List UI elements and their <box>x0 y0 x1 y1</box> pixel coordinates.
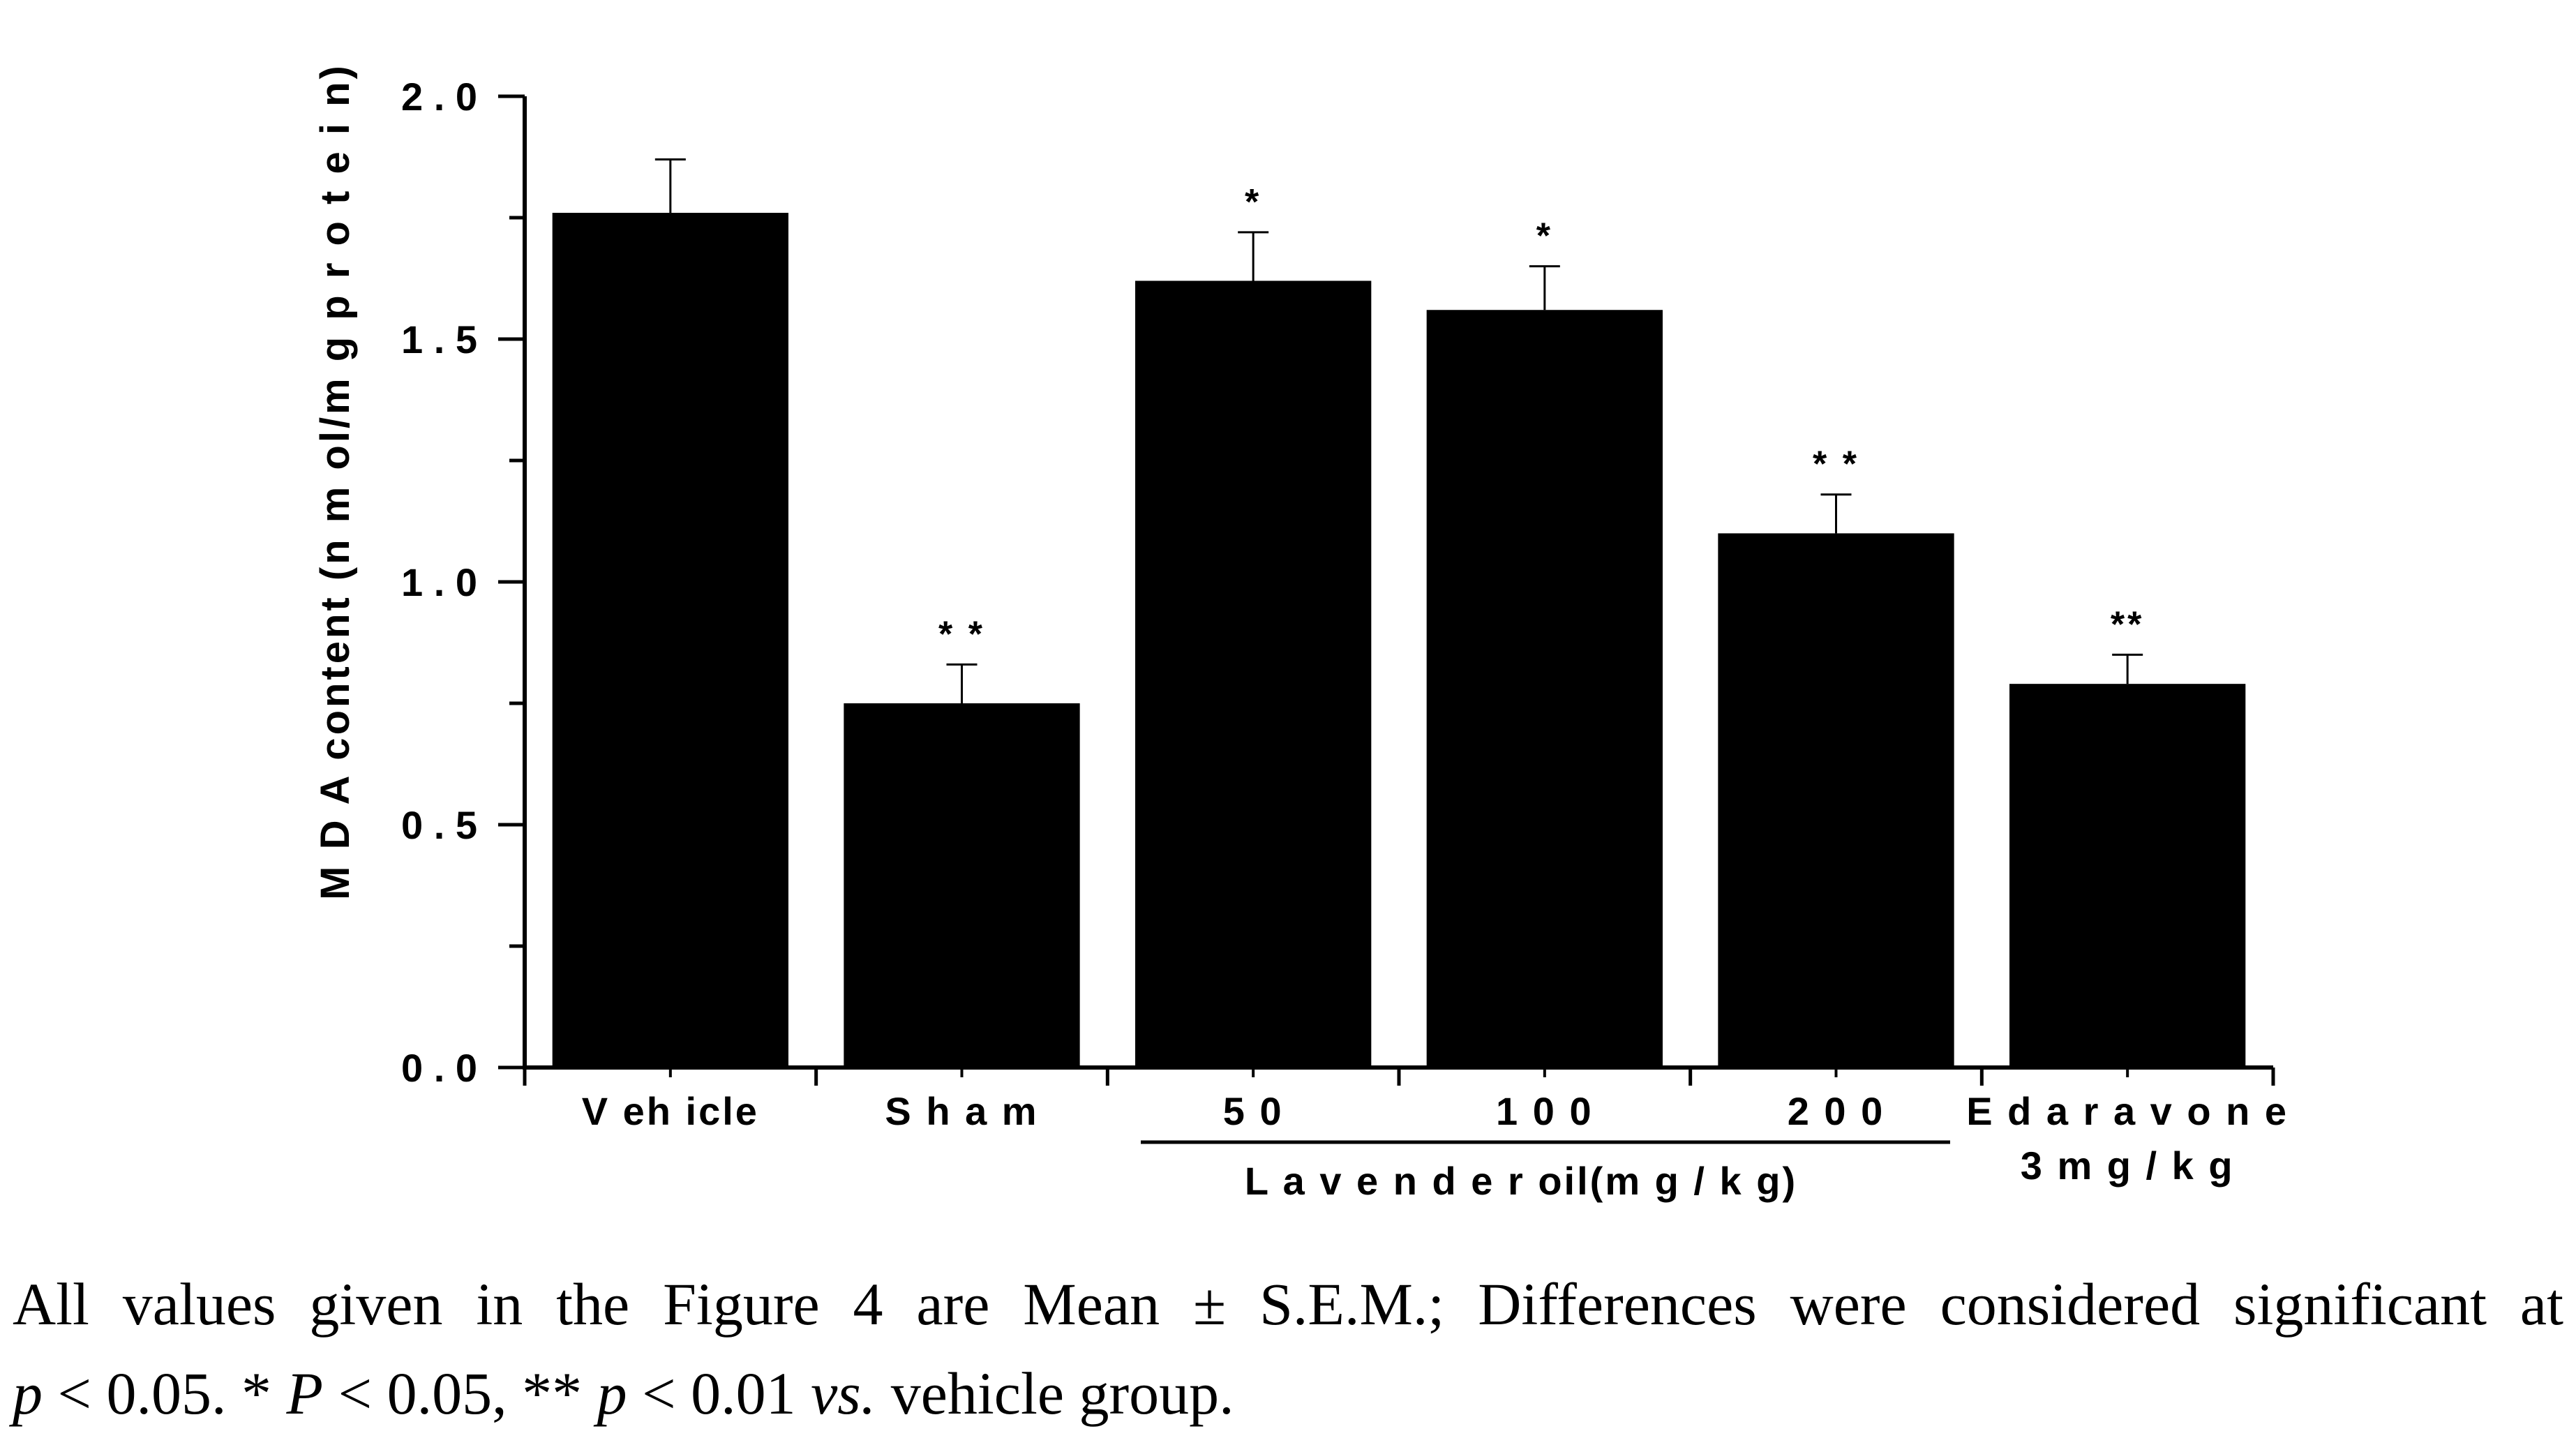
bar <box>844 703 1080 1068</box>
caption-P-italic: P <box>286 1360 324 1427</box>
category-label: V eh icle <box>582 1089 759 1133</box>
caption-text: vehicle group. <box>876 1360 1234 1427</box>
category-label: 1 0 0 <box>1496 1089 1594 1133</box>
bar <box>1718 533 1954 1068</box>
caption-line-2: p < 0.05. * P < 0.05, ** p < 0.01 vs. ve… <box>13 1349 2563 1438</box>
category-label: 2 0 0 <box>1788 1089 1885 1133</box>
category-sublabel: 3 m g / k g <box>2021 1144 2235 1188</box>
significance-marks: * **** *** <box>938 182 2144 654</box>
bar <box>2009 684 2246 1068</box>
y-tick-label: 0 . 5 <box>401 803 477 847</box>
y-tick-label: 1 . 0 <box>401 560 477 604</box>
significance-mark: * <box>1536 216 1553 257</box>
bar <box>1426 310 1663 1068</box>
category-label: S h a m <box>885 1089 1038 1133</box>
y-tick-label: 0 . 0 <box>401 1046 477 1090</box>
caption-text: < 0.05. * <box>43 1360 287 1427</box>
bar-chart: M D A content (n m ol/m g p r o t e i n)… <box>313 63 2289 1203</box>
caption-p-italic: p <box>597 1360 627 1427</box>
category-label: E d a r a v o n e <box>1966 1089 2289 1133</box>
caption-text: < 0.01 <box>627 1360 811 1427</box>
category-labels: V eh icle S h a m 5 0 1 0 0 2 0 0 E d a r a v… <box>582 1089 2289 1188</box>
y-axis-label: M D A content (n m ol/m g p r o t e i n) <box>313 63 358 900</box>
significance-mark: * <box>1245 182 1261 223</box>
y-ticks: 0 . 0 0 . 5 1 . 0 1 . 5 2 . 0 <box>401 75 525 1090</box>
caption-vs-italic: vs. <box>811 1360 876 1427</box>
y-tick-label: 2 . 0 <box>401 75 477 119</box>
bar <box>552 213 788 1068</box>
category-label: 5 0 <box>1223 1089 1284 1133</box>
significance-mark: * * <box>1813 444 1859 485</box>
error-bars <box>654 158 2143 703</box>
caption-text: < 0.05, ** <box>323 1360 597 1427</box>
significance-mark: ** <box>2111 604 2144 645</box>
chart-area: M D A content (n m ol/m g p r o t e i n)… <box>313 63 2289 1203</box>
x-ticks <box>523 1068 2275 1086</box>
bars <box>552 213 2246 1068</box>
y-tick-label: 1 . 5 <box>401 317 477 361</box>
group-label: L a v e n d e r oil(m g / k g) <box>1245 1159 1797 1203</box>
bar <box>1135 280 1372 1068</box>
caption-line-1: All values given in the Figure 4 are Mea… <box>13 1271 2563 1338</box>
caption-p-italic: p <box>13 1360 43 1427</box>
significance-mark: * * <box>938 614 985 654</box>
figure-caption: All values given in the Figure 4 are Mea… <box>13 1259 2563 1438</box>
